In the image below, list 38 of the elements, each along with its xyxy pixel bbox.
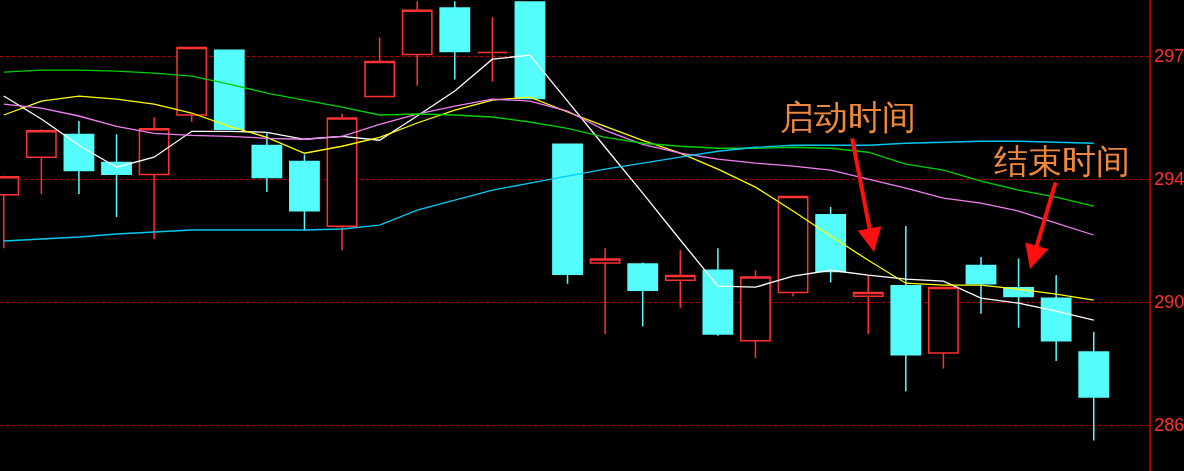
candlestick bbox=[138, 116, 170, 241]
candlestick bbox=[25, 128, 57, 195]
candlestick bbox=[965, 256, 997, 315]
candlestick bbox=[326, 112, 358, 252]
candlestick bbox=[928, 286, 959, 370]
line-series bbox=[3, 95, 1095, 301]
y-tick-label: 286 bbox=[1154, 415, 1184, 436]
annotation: 结束时间 bbox=[994, 141, 1130, 181]
y-tick-label: 297 bbox=[1154, 46, 1184, 67]
candlestick bbox=[476, 16, 508, 83]
candlestick bbox=[251, 132, 283, 193]
candlestick bbox=[101, 133, 132, 218]
line-series bbox=[3, 140, 1095, 242]
candlestick bbox=[1040, 274, 1072, 362]
candlestick bbox=[63, 120, 95, 195]
y-tick-label: 290 bbox=[1154, 292, 1184, 313]
line-series bbox=[3, 69, 1095, 207]
candlestick bbox=[552, 143, 583, 285]
candlestick bbox=[1078, 330, 1110, 442]
line-series bbox=[3, 54, 1095, 321]
candlestick bbox=[289, 153, 320, 232]
candlestick bbox=[364, 36, 396, 98]
candlestick bbox=[439, 0, 471, 81]
candlestick bbox=[589, 247, 621, 335]
candlestick bbox=[852, 274, 884, 335]
candlestick bbox=[740, 269, 771, 359]
candlestick bbox=[664, 249, 696, 309]
candlestick bbox=[213, 49, 245, 131]
annotation: 启动时间 bbox=[780, 97, 916, 137]
candlestick bbox=[777, 195, 809, 298]
candlestick bbox=[627, 261, 659, 328]
candlestick bbox=[702, 247, 734, 337]
candlestick bbox=[890, 225, 922, 392]
candlestick bbox=[514, 0, 546, 100]
y-tick-label: 294 bbox=[1154, 169, 1184, 190]
candlestick bbox=[815, 206, 847, 284]
candlestick bbox=[176, 46, 208, 123]
line-series bbox=[3, 98, 1095, 236]
